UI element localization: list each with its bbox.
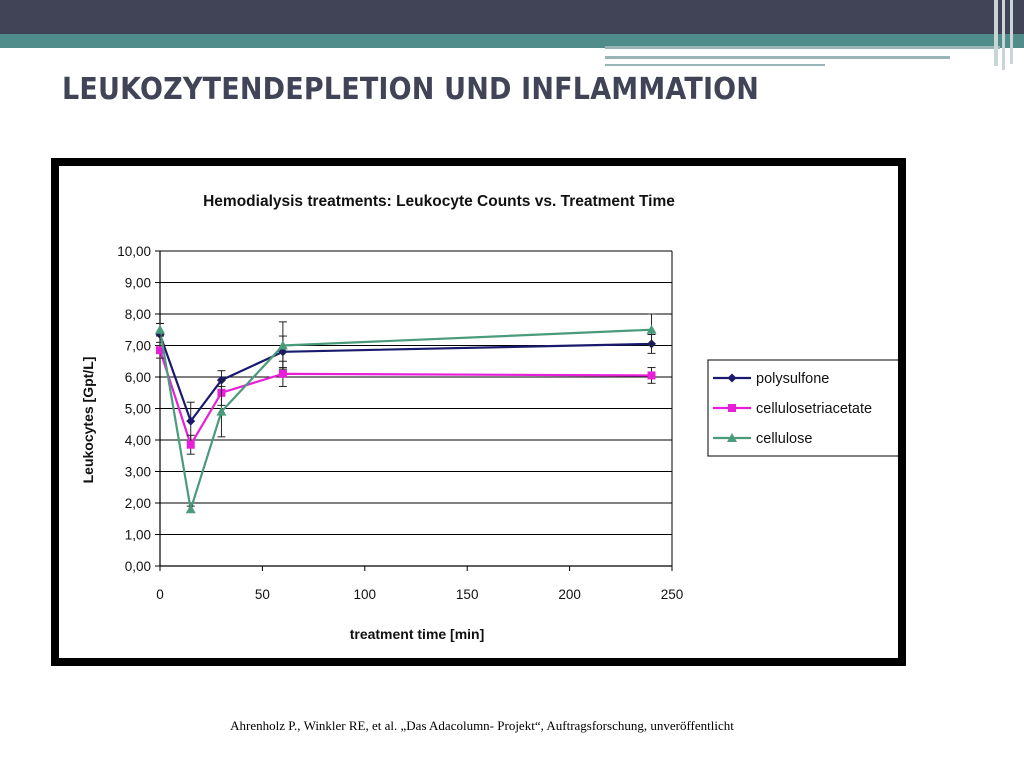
legend-swatch-marker xyxy=(728,404,736,412)
x-tick-label: 100 xyxy=(354,587,377,602)
y-tick-label: 5,00 xyxy=(125,402,151,417)
y-axis-title: Leukocytes [Gpt/L] xyxy=(80,357,96,484)
y-tick-label: 2,00 xyxy=(125,496,151,511)
decorative-stripe xyxy=(1010,0,1013,64)
leukocyte-line-chart: Hemodialysis treatments: Leukocyte Count… xyxy=(80,193,898,642)
decorative-stripe xyxy=(994,0,998,66)
data-point xyxy=(277,340,288,350)
x-axis-title: treatment time [min] xyxy=(350,626,485,642)
y-tick-label: 9,00 xyxy=(125,276,151,291)
y-tick-label: 3,00 xyxy=(125,465,151,480)
data-point xyxy=(278,369,287,378)
data-point xyxy=(186,440,195,449)
chart-axes: 0,00 1,00 2,00 3,00 4,00 5,00 6,00 7,00 8,00 9,00… xyxy=(117,244,683,602)
legend-label: polysulfone xyxy=(756,371,829,387)
y-tick-label: 0,00 xyxy=(125,559,151,574)
x-tick-label: 250 xyxy=(661,587,684,602)
series-line xyxy=(158,328,652,510)
legend-swatch-marker xyxy=(727,373,737,383)
chart-series xyxy=(155,313,657,514)
x-tick-label: 0 xyxy=(156,587,164,602)
chart-frame: Hemodialysis treatments: Leukocyte Count… xyxy=(51,158,906,666)
x-tick-label: 50 xyxy=(255,587,270,602)
legend-item: cellulose xyxy=(713,431,812,447)
decorative-line xyxy=(605,64,825,66)
data-point xyxy=(216,406,227,416)
data-point xyxy=(647,371,656,380)
legend-item: polysulfone xyxy=(713,371,829,387)
legend-label: cellulosetriacetate xyxy=(756,401,872,417)
data-point xyxy=(155,324,165,334)
data-point xyxy=(646,324,657,334)
decorative-line xyxy=(605,56,950,59)
series-cellulosetriacetate xyxy=(156,341,656,455)
x-tick-label: 150 xyxy=(456,587,479,602)
chart-title: Hemodialysis treatments: Leukocyte Count… xyxy=(203,193,675,210)
data-point xyxy=(186,416,196,426)
y-tick-label: 8,00 xyxy=(125,307,151,322)
page-title: LEUKOZYTENDEPLETION UND INFLAMMATION xyxy=(62,72,760,107)
data-point xyxy=(156,346,164,355)
accent-band xyxy=(0,34,1024,48)
series-cellulose xyxy=(155,313,657,514)
legend-label: cellulose xyxy=(756,431,812,447)
y-tick-label: 4,00 xyxy=(125,433,151,448)
y-tick-label: 10,00 xyxy=(117,244,151,259)
y-tick-label: 1,00 xyxy=(125,528,151,543)
source-citation: Ahrenholz P., Winkler RE, et al. „Das Ad… xyxy=(230,718,734,733)
decorative-stripe xyxy=(1002,0,1005,70)
chart-gridlines xyxy=(160,250,673,567)
legend-swatch-marker xyxy=(727,433,737,442)
y-tick-label: 7,00 xyxy=(125,339,151,354)
legend-item: cellulosetriacetate xyxy=(713,401,872,417)
header-band xyxy=(0,0,1024,34)
data-point xyxy=(185,504,196,514)
y-tick-label: 6,00 xyxy=(125,370,151,385)
chart-legend: polysulfone cellulosetriacetate cellulose xyxy=(707,359,898,457)
decorative-line xyxy=(605,46,1000,49)
x-tick-label: 200 xyxy=(558,587,581,602)
